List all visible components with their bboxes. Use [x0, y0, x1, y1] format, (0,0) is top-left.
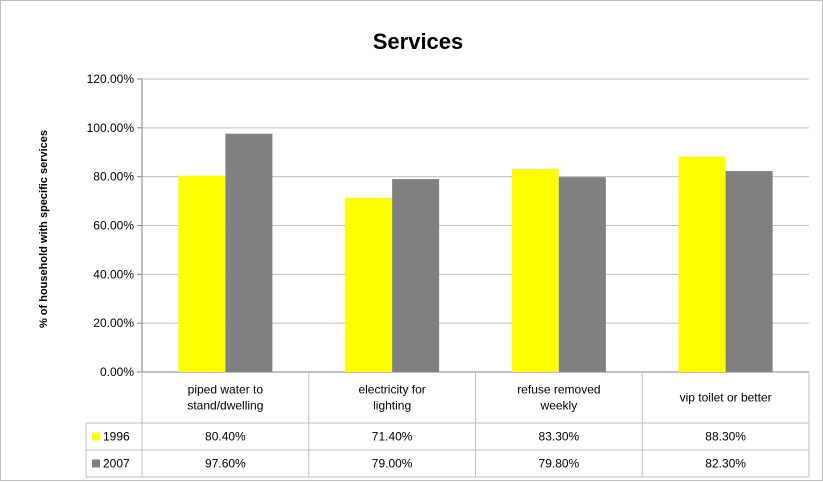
- bars: [178, 133, 773, 372]
- data-table: piped water to stand/dwelling electricity …: [85, 372, 810, 478]
- category-label: lighting: [373, 399, 411, 413]
- legend-label-2007: 2007: [103, 457, 130, 471]
- bar-1996-1: [345, 197, 393, 372]
- y-tick-label: 100.00%: [87, 121, 135, 135]
- y-tick-label: 120.00%: [87, 72, 135, 86]
- y-tick-label: 80.00%: [93, 170, 134, 184]
- y-tick-label: 0.00%: [100, 365, 134, 379]
- category-label: piped water to: [188, 383, 264, 397]
- bar-2007-3: [725, 171, 773, 372]
- category-label: weekly: [540, 399, 578, 413]
- legend-swatch-1996: [92, 432, 100, 441]
- y-tick-label: 40.00%: [93, 267, 134, 281]
- data-label-2007-3: 82.30%: [705, 457, 746, 471]
- bar-2007-1: [392, 179, 440, 372]
- y-tick-label: 60.00%: [93, 219, 134, 233]
- data-label-1996-1: 71.40%: [372, 430, 413, 444]
- data-label-1996-3: 88.30%: [705, 430, 746, 444]
- category-label: electricity for: [358, 383, 425, 397]
- bar-1996-0: [178, 175, 226, 372]
- y-tick-label: 20.00%: [93, 316, 134, 330]
- category-label: vip toilet or better: [680, 391, 772, 405]
- legend-label-1996: 1996: [103, 430, 130, 444]
- bar-1996-2: [511, 168, 559, 372]
- data-label-1996-2: 83.30%: [539, 430, 580, 444]
- bar-1996-3: [678, 156, 726, 372]
- legend-swatch-2007: [92, 459, 100, 468]
- data-label-2007-2: 79.80%: [539, 457, 580, 471]
- chart-title: Services: [373, 29, 464, 54]
- category-label: stand/dwelling: [187, 399, 263, 413]
- y-axis-ticks: 0.00% 20.00% 40.00% 60.00% 80.00% 100.00% 120.…: [87, 72, 143, 379]
- y-axis-label: % of household with specific services: [38, 130, 50, 328]
- category-label: refuse removed: [517, 383, 600, 397]
- bar-2007-2: [558, 177, 606, 372]
- data-label-2007-1: 79.00%: [372, 457, 413, 471]
- bar-2007-0: [225, 133, 273, 372]
- data-label-1996-0: 80.40%: [205, 430, 246, 444]
- data-label-2007-0: 97.60%: [205, 457, 246, 471]
